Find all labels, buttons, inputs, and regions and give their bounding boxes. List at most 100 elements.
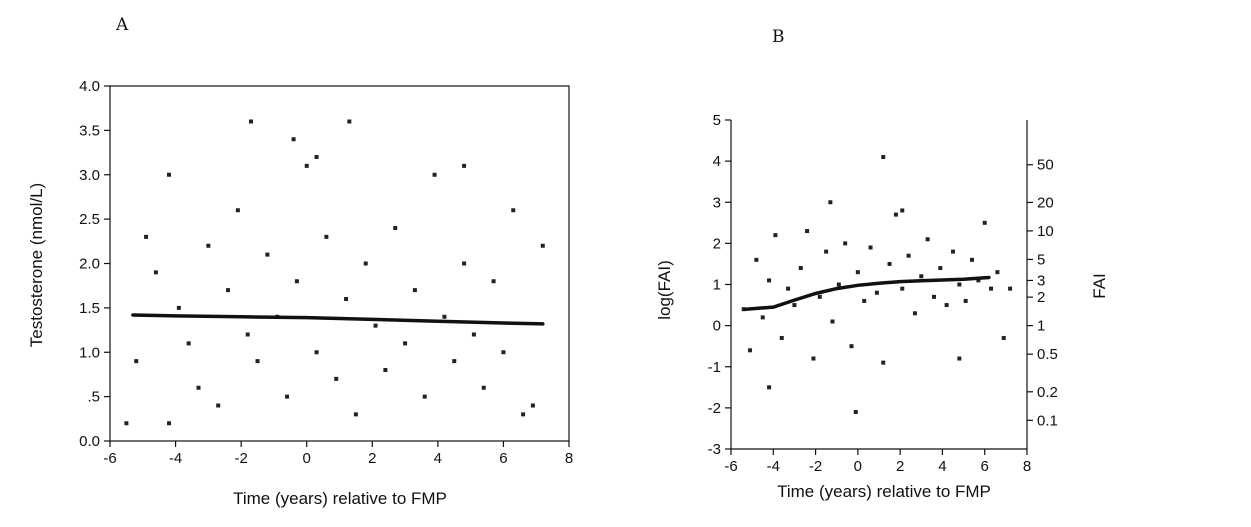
panel-b-y2-tick-label: 0.2 <box>1037 384 1058 401</box>
panel-a-x-tick-label: 0 <box>303 450 311 467</box>
panel-a-data-point <box>304 163 309 168</box>
panel-b-data-point <box>919 274 924 279</box>
panel-b-x-tick-label: 4 <box>938 458 946 475</box>
panel-a-data-point <box>235 208 240 213</box>
panel-a-data-point <box>245 332 250 337</box>
panel-a-points <box>124 119 545 426</box>
panel-b-data-point <box>931 294 936 299</box>
panel-b-data-point <box>893 212 898 217</box>
panel-a-data-point <box>373 323 378 328</box>
panel-a-data-point <box>334 376 339 381</box>
panel-b-y-tick-label: -3 <box>708 441 721 458</box>
panel-b-data-point <box>938 266 943 271</box>
panel-a-data-point <box>216 403 221 408</box>
panel-a-x-tick-label: -4 <box>169 450 182 467</box>
panel-b-data-point <box>836 282 841 287</box>
panel-b-data-point <box>989 286 994 291</box>
panel-b-data-point <box>900 286 905 291</box>
panel-b-secondary-y-axis-label: FAI <box>1090 273 1109 299</box>
panel-b-data-point <box>786 286 791 291</box>
panel-a-data-point <box>314 155 319 159</box>
panel-a-data-point <box>206 243 211 248</box>
panel-b-data-point <box>779 335 784 340</box>
panel-a-y-tick-label: 2.0 <box>79 256 100 273</box>
panel-b-data-point <box>881 155 886 160</box>
panel-b-data-point <box>1008 286 1013 291</box>
panel-b-data-point <box>855 270 860 275</box>
panel-b-data-point <box>944 303 949 308</box>
panel-b-data-point <box>817 294 822 299</box>
panel-a-data-point <box>167 172 172 177</box>
panel-a-data-point <box>294 279 299 284</box>
panel-b-y-tick-label: 0 <box>713 318 721 335</box>
panel-a-data-point <box>255 359 260 364</box>
panel-a-data-point <box>196 385 201 390</box>
panel-b-data-point <box>881 360 886 365</box>
panel-b-data-point <box>798 266 803 271</box>
panel-a-data-point <box>226 288 231 293</box>
panel-a-data-point <box>291 137 296 142</box>
panel-b-data-point <box>830 319 835 324</box>
panel-a-data-point <box>393 226 398 230</box>
panel-a-data-point <box>186 341 191 346</box>
panel-b-data-point <box>760 315 765 320</box>
panel-b-ticks: -6 -4 -2 0 2 4 6 8-3-2-10123450.10.20.512351020… <box>708 112 1058 475</box>
panel-b-y2-tick-label: 0.1 <box>1037 412 1058 429</box>
panel-b-y2-tick-label: 1 <box>1037 318 1045 335</box>
panel-b-data-point <box>849 344 854 349</box>
panel-b-x-axis-label: Time (years) relative to FMP <box>777 482 991 501</box>
panel-b-data-point <box>741 307 746 312</box>
panel-a-data-point <box>462 261 467 266</box>
panel-a-data-point <box>540 243 545 248</box>
panel-a-data-point <box>422 394 427 399</box>
panel-b-data-point <box>748 348 753 353</box>
panel-a-y-tick-label: .5 <box>87 389 100 406</box>
panel-b-data-point <box>900 208 905 213</box>
panel-a-data-point <box>383 368 388 372</box>
panel-a-data-point <box>403 341 408 346</box>
panel-b-y2-tick-label: 0.5 <box>1037 346 1058 363</box>
panel-b-y-tick-label: -1 <box>708 359 721 376</box>
panel-a-y-tick-label: 1.5 <box>79 300 100 317</box>
panel-b-data-point <box>767 385 772 390</box>
panel-a-data-point <box>412 288 417 293</box>
panel-a-y-tick-label: 0.0 <box>79 433 100 450</box>
panel-a-data-point <box>471 332 476 337</box>
panel-b-data-point <box>805 229 810 234</box>
panel-a-y-tick-label: 1.0 <box>79 344 100 361</box>
panel-b-x-tick-label: -4 <box>767 458 780 475</box>
panel-a-data-point <box>501 350 506 355</box>
panel-b-data-point <box>862 298 867 303</box>
panel-a-data-point <box>452 359 457 364</box>
panel-b-data-point <box>824 249 829 254</box>
panel-b-y2-tick-label: 20 <box>1037 194 1054 211</box>
panel-b-fit-line <box>744 275 991 311</box>
panel-a-data-point <box>153 270 158 275</box>
panel-b-data-point <box>874 290 879 295</box>
panel-a-data-point <box>167 421 172 426</box>
panel-a-y-tick-label: 2.5 <box>79 211 100 228</box>
panel-a-data-point <box>491 279 496 284</box>
panel-b-data-point <box>982 220 987 225</box>
panel-a-plot-frame <box>109 85 570 442</box>
panel-a-data-point <box>176 305 181 310</box>
panel-a-data-point <box>285 394 290 399</box>
panel-a-y-axis-label: Testosterone (nmol/L) <box>27 183 46 347</box>
panel-b-data-point <box>963 298 968 303</box>
panel-letter-b: B <box>772 27 785 47</box>
panel-b-x-tick-label: 0 <box>854 458 862 475</box>
panel-b-y2-tick-label: 2 <box>1037 289 1045 306</box>
panel-b-data-point <box>853 409 858 414</box>
panel-b-y-tick-label: 5 <box>713 112 721 129</box>
panel-b-y2-tick-label: 5 <box>1037 251 1045 268</box>
panel-b-data-point <box>811 356 816 361</box>
panel-b-x-tick-label: 8 <box>1023 458 1031 475</box>
panel-b-y-tick-label: 4 <box>713 153 721 170</box>
panel-a-data-point <box>363 261 368 266</box>
panel-a-data-point <box>481 385 486 390</box>
panel-a-data-point <box>347 119 352 124</box>
panel-a-x-tick-label: 6 <box>499 450 507 467</box>
panel-b-data-point <box>754 257 759 262</box>
panel-b-data-point <box>957 282 962 287</box>
